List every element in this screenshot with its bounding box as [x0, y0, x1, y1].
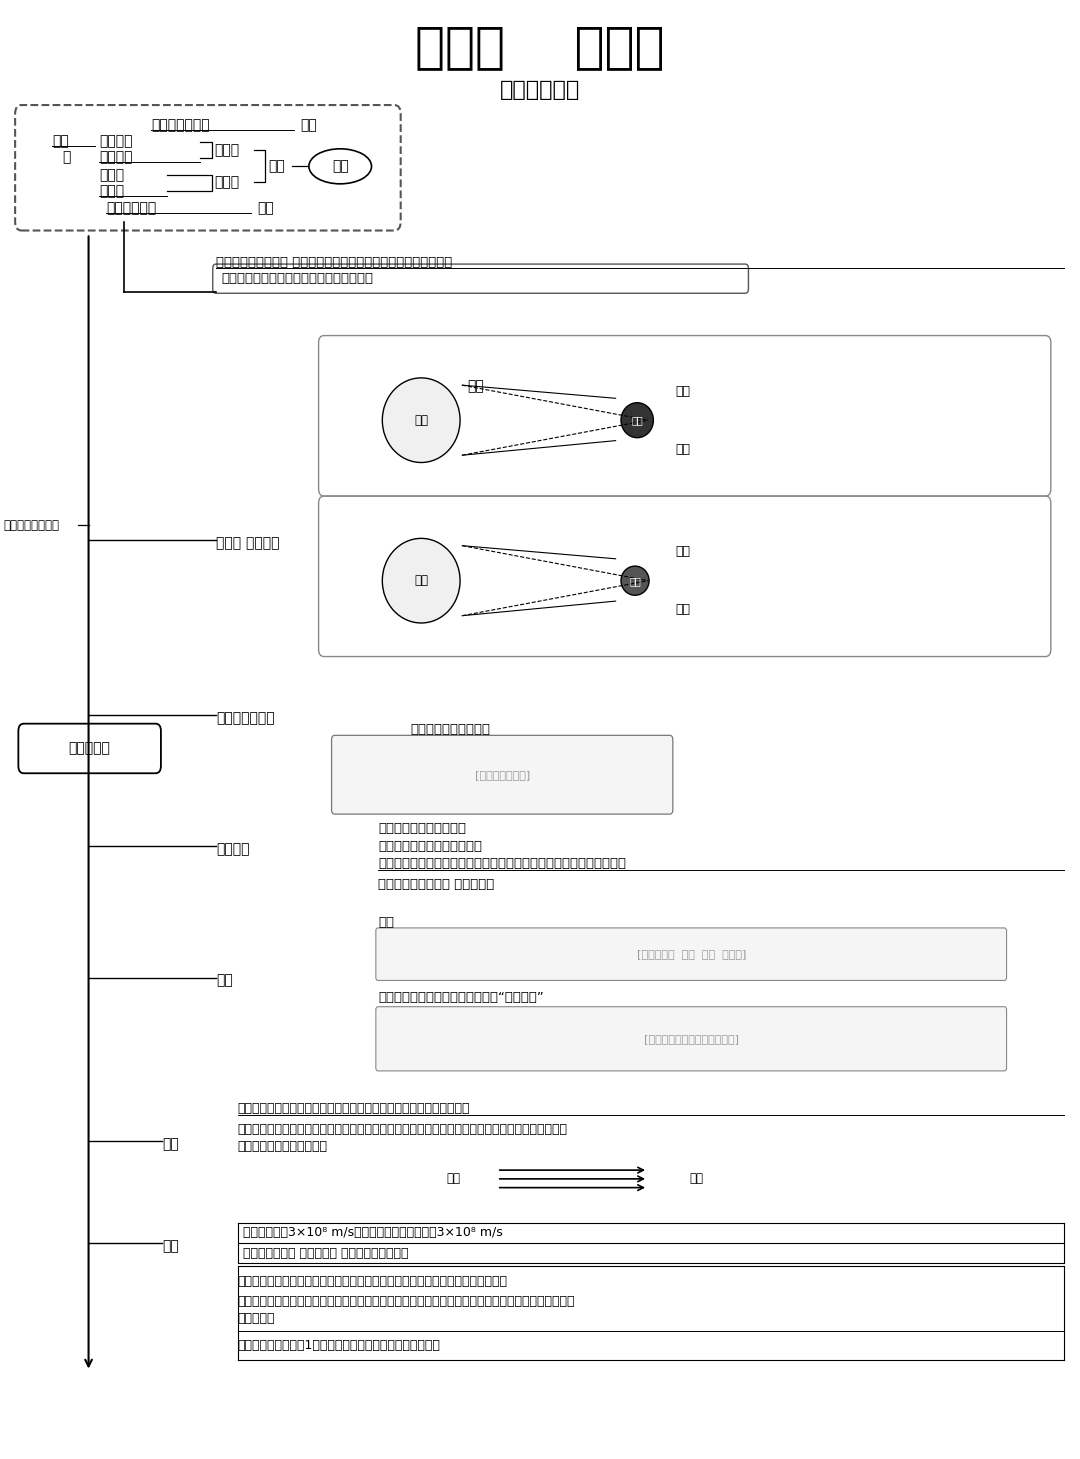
FancyBboxPatch shape: [376, 1007, 1007, 1071]
Text: [射击瞄准图  缺口  准星  瞄准点]: [射击瞄准图 缺口 准星 瞄准点]: [636, 950, 746, 959]
Text: 灯: 灯: [63, 150, 71, 165]
Text: 准直: 准直: [216, 973, 233, 988]
Text: 站队: 站队: [378, 916, 394, 928]
Text: 沿直线传播: 沿直线传播: [69, 741, 110, 756]
Text: 真空中的光速＞ 水中的光速 ＞透明固体中的光速: 真空中的光速＞ 水中的光速 ＞透明固体中的光速: [243, 1247, 408, 1259]
Ellipse shape: [621, 566, 649, 595]
Text: 冷光源: 冷光源: [99, 168, 124, 182]
Text: 地球: 地球: [632, 416, 643, 425]
Text: 光速: 光速: [162, 1239, 179, 1253]
Text: 所成的像为倒立的实像，: 所成的像为倒立的实像，: [378, 823, 465, 835]
Text: 日食: 日食: [675, 385, 690, 397]
Text: 冷热分: 冷热分: [214, 175, 239, 190]
Text: 现象解释及应用: 现象解释及应用: [216, 711, 274, 725]
Text: 题简单化。光线是不存在的: 题简单化。光线是不存在的: [238, 1141, 327, 1153]
Text: 光线: 光线: [447, 1173, 460, 1185]
Text: 光束: 光束: [690, 1173, 703, 1185]
Text: 地球: 地球: [630, 576, 640, 585]
Text: 大影子 日食月食: 大影子 日食月食: [216, 535, 280, 550]
Text: 月亮不是光源: 月亮不是光源: [106, 201, 157, 216]
Text: 像变大的办法：物近 光屏离远点: 像变大的办法：物近 光屏离远点: [378, 878, 495, 890]
Text: 天然光源: 天然光源: [99, 134, 133, 149]
Text: 影子: 影子: [467, 379, 484, 394]
Text: 实验：设计实验证明 光在均匀的气体、液体、固体中沿直线传播。: 实验：设计实验证明 光在均匀的气体、液体、固体中沿直线传播。: [216, 257, 453, 268]
Text: 真空中光速是3×10⁸ m/s；空气中的光速近似等于3×10⁸ m/s: 真空中光速是3×10⁸ m/s；空气中的光速近似等于3×10⁸ m/s: [243, 1227, 503, 1239]
Text: 定义: 定义: [300, 118, 318, 133]
Text: 光线: 光线: [162, 1137, 179, 1151]
Text: 用一条带箭头的直线表示光传播的径迹和方向，这样的直线叫做光线。: 用一条带箭头的直线表示光传播的径迹和方向，这样的直线叫做光线。: [238, 1103, 470, 1115]
Text: 太阳: 太阳: [52, 134, 69, 149]
Text: 日食: 日食: [675, 444, 690, 455]
FancyBboxPatch shape: [376, 928, 1007, 980]
Text: 原理是光的直线传播。: 原理是光的直线传播。: [410, 724, 490, 735]
Text: 分类: 分类: [268, 159, 285, 174]
Text: 在同种均匀介质中: 在同种均匀介质中: [3, 519, 59, 531]
Text: 能够发光的物体: 能够发光的物体: [151, 118, 210, 133]
Text: 第四章    光现象: 第四章 光现象: [415, 23, 665, 70]
Text: 人造光源: 人造光源: [99, 150, 133, 165]
Text: 月食: 月食: [675, 604, 690, 616]
Text: 模型法：通过模型来揭示原型的形态、特征和本质的方法。在物理探究中，通过引入模型可将物理问: 模型法：通过模型来揭示原型的形态、特征和本质的方法。在物理探究中，通过引入模型可…: [238, 1123, 568, 1135]
Text: 像的大小由物体的大小、蜡烛到小孔的距离、光屏到小孔的距离决定。: 像的大小由物体的大小、蜡烛到小孔的距离、光屏到小孔的距离决定。: [378, 858, 626, 870]
Text: [利用激光准直挖掘隧道示意图]: [利用激光准直挖掘隧道示意图]: [644, 1034, 739, 1043]
Text: 形式分: 形式分: [214, 143, 239, 158]
Text: 太阳: 太阳: [415, 414, 428, 426]
Text: 光年是距离的单位。1光年的意义是光在一年中通过的路程。: 光年是距离的单位。1光年的意义是光在一年中通过的路程。: [238, 1339, 441, 1351]
Ellipse shape: [382, 378, 460, 463]
Text: 光的直线传播: 光的直线传播: [500, 80, 580, 101]
Text: 注意: 注意: [257, 201, 274, 216]
Text: 射击时保证缺口、准星、射击目标“二点一线”: 射击时保证缺口、准星、射击目标“二点一线”: [378, 992, 543, 1004]
Text: 月食: 月食: [675, 546, 690, 557]
Text: [小孔成像示意图]: [小孔成像示意图]: [474, 770, 530, 779]
Text: 解释现象：打雷时，我们总是先看到闪电，后听到雷声。这是因为光速比声速快。: 解释现象：打雷时，我们总是先看到闪电，后听到雷声。这是因为光速比声速快。: [238, 1275, 508, 1287]
Ellipse shape: [382, 538, 460, 623]
FancyBboxPatch shape: [18, 724, 161, 773]
Text: 光源: 光源: [332, 159, 349, 174]
Text: 像的形状与小孔的形状无关，: 像的形状与小孔的形状无关，: [378, 840, 482, 852]
Text: 结论：光在同种均匀的介质中沿直线传播。: 结论：光在同种均匀的介质中沿直线传播。: [221, 273, 374, 285]
Text: 太阳: 太阳: [415, 575, 428, 587]
Ellipse shape: [309, 149, 372, 184]
Text: 依靠介质。: 依靠介质。: [238, 1313, 275, 1325]
Ellipse shape: [621, 403, 653, 438]
Text: 热光源: 热光源: [99, 184, 124, 198]
Text: 小孔成像: 小孔成像: [216, 842, 249, 856]
Text: 注意：光的传播不需要介质，有介质反而使其传播受阻。介质越密，传播速度越小。而声音的传播必须: 注意：光的传播不需要介质，有介质反而使其传播受阻。介质越密，传播速度越小。而声音…: [238, 1296, 576, 1307]
FancyBboxPatch shape: [332, 735, 673, 814]
